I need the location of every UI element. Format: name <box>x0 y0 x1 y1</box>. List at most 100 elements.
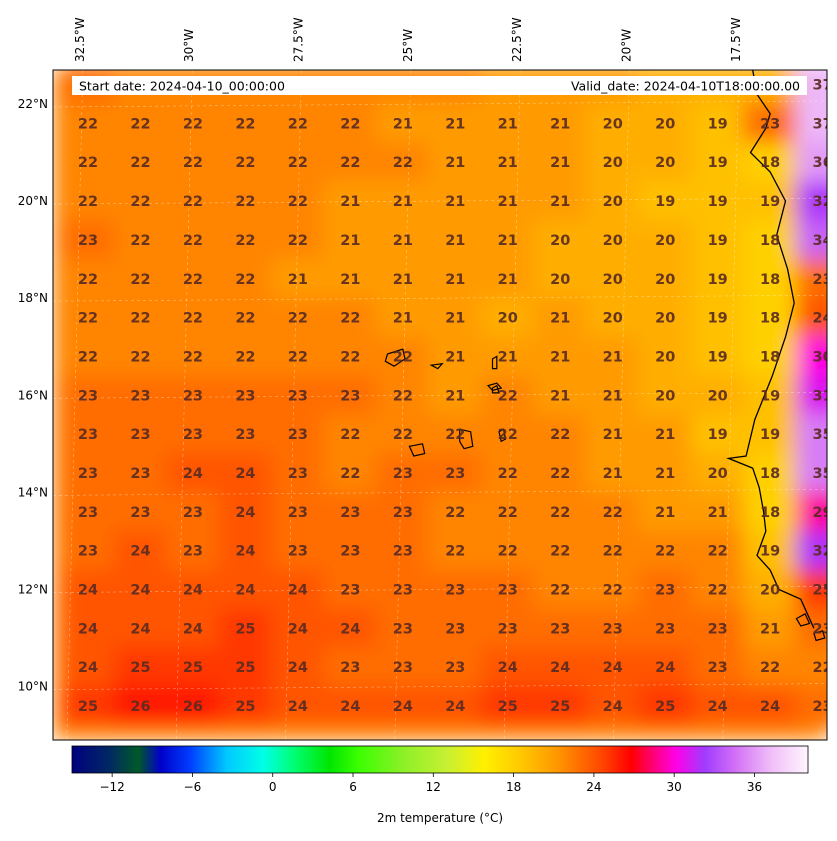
field-cell <box>218 491 273 532</box>
lat-label: 14°N <box>18 485 48 499</box>
temperature-value: 23 <box>393 621 413 637</box>
field-cell <box>585 530 640 571</box>
graticule-gridlines <box>53 70 827 740</box>
temperature-value: 21 <box>445 388 465 404</box>
temperature-value: 34 <box>813 233 833 249</box>
field-cell <box>323 103 378 144</box>
temperature-value: 24 <box>183 621 203 637</box>
field-cell <box>166 608 220 649</box>
lon-label: 22.5°W <box>510 17 524 62</box>
field-cell <box>585 336 640 377</box>
field-cell <box>376 647 430 688</box>
temperature-value: 25 <box>235 699 255 715</box>
field-cell <box>428 258 483 299</box>
field-cell <box>61 103 115 144</box>
temperature-value: 24 <box>603 660 623 676</box>
field-cell <box>271 181 325 222</box>
temperature-value: 21 <box>288 272 308 288</box>
field-cell <box>690 142 745 183</box>
field-cell <box>166 530 220 571</box>
field-cell <box>638 453 692 493</box>
field-cell <box>795 297 827 338</box>
temperature-value: 22 <box>498 505 518 521</box>
field-cell <box>638 181 692 222</box>
temperature-value: 21 <box>445 349 465 365</box>
island-coastline <box>408 443 426 457</box>
lat-label: 16°N <box>18 388 48 402</box>
field-cell <box>376 453 430 493</box>
field-cell <box>533 453 587 493</box>
africa-coastline <box>726 70 815 629</box>
temperature-value: 24 <box>130 621 150 637</box>
field-cell <box>376 375 430 416</box>
field-cell <box>743 103 797 144</box>
temperature-value: 21 <box>550 116 570 132</box>
field-cell <box>638 647 692 688</box>
temperature-value: 24 <box>655 660 675 676</box>
temperature-value: 22 <box>183 233 203 249</box>
field-cell <box>690 375 745 416</box>
field-cell <box>533 491 587 532</box>
temperature-value: 21 <box>340 233 360 249</box>
field-cell <box>743 414 797 455</box>
temperature-value: 22 <box>393 349 413 365</box>
temperature-value: 22 <box>288 194 308 210</box>
field-cell <box>271 647 325 688</box>
field-cell <box>743 491 797 532</box>
field-cell <box>743 258 797 299</box>
field-cell <box>743 647 797 688</box>
temperature-value: 22 <box>130 233 150 249</box>
temperature-value: 21 <box>445 116 465 132</box>
temperature-value: 25 <box>130 660 150 676</box>
field-cell <box>376 686 430 726</box>
meridian-gridline <box>722 70 740 740</box>
temperature-value: 35 <box>813 427 833 443</box>
temperature-value: 23 <box>498 621 518 637</box>
banner-background <box>72 76 807 95</box>
field-cell <box>376 258 430 299</box>
temperature-value: 20 <box>760 582 780 598</box>
temperature-value: 21 <box>550 388 570 404</box>
temperature-value: 21 <box>550 311 570 327</box>
colorbar-tick-label: 6 <box>349 780 357 794</box>
field-cell <box>218 220 273 260</box>
field-cell <box>218 258 273 299</box>
field-cell <box>323 569 378 610</box>
field-cell <box>638 491 692 532</box>
field-cell <box>481 297 535 338</box>
field-cell <box>795 414 827 455</box>
field-cell <box>61 220 115 260</box>
field-cell <box>428 453 483 493</box>
temperature-value: 31 <box>813 388 833 404</box>
field-cell <box>533 530 587 571</box>
field-cell <box>218 414 273 455</box>
field-cell <box>585 103 640 144</box>
field-cell <box>481 453 535 493</box>
temperature-value: 20 <box>655 388 675 404</box>
field-cell <box>690 686 745 726</box>
temperature-value: 21 <box>498 194 518 210</box>
field-cell <box>690 647 745 688</box>
field-cell <box>218 142 273 183</box>
colorbar-ramp <box>71 745 809 774</box>
temperature-value: 22 <box>708 544 728 560</box>
colorbar-tick-label: 12 <box>426 780 441 794</box>
longitude-labels: 32.5°W 30°W 27.5°W 25°W 22.5°W 20°W 17.5… <box>73 17 743 62</box>
field-cell <box>218 686 273 726</box>
temperature-value: 22 <box>288 233 308 249</box>
temperature-value: 21 <box>655 466 675 482</box>
temperature-value: 19 <box>760 427 780 443</box>
island-coastline <box>795 612 811 627</box>
temperature-value: 21 <box>445 155 465 171</box>
temperature-value: 22 <box>130 349 150 365</box>
field-cell <box>533 686 587 726</box>
temperature-value: 23 <box>498 582 518 598</box>
field-cell <box>166 375 220 416</box>
field-cell <box>743 608 797 649</box>
field-cell <box>271 103 325 144</box>
temperature-value: 21 <box>393 233 413 249</box>
field-cell <box>61 181 115 222</box>
field-cell <box>271 220 325 260</box>
field-cell <box>638 414 692 455</box>
island-coastline <box>491 355 498 370</box>
